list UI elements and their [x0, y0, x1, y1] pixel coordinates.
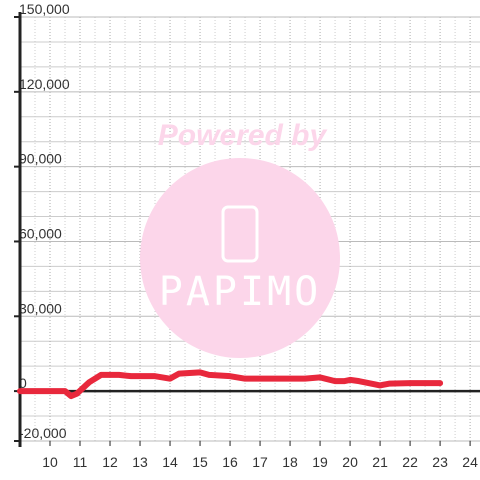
x-tick-label: 13	[132, 454, 148, 470]
watermark: Powered by PAPIMO	[140, 119, 340, 358]
y-tick-label: -20,000	[19, 425, 67, 441]
x-tick-label: 18	[282, 454, 298, 470]
x-tick-label: 16	[222, 454, 238, 470]
x-tick-label: 15	[192, 454, 208, 470]
x-tick-label: 10	[42, 454, 58, 470]
watermark-circle	[140, 158, 340, 358]
x-tick-label: 20	[342, 454, 358, 470]
x-tick-label: 17	[252, 454, 268, 470]
x-tick-label: 21	[372, 454, 388, 470]
y-tick-label: 30,000	[19, 300, 62, 316]
y-tick-label: 150,000	[19, 1, 70, 17]
x-tick-label: 12	[102, 454, 118, 470]
watermark-text: Powered by	[158, 119, 328, 152]
x-tick-label: 19	[312, 454, 328, 470]
x-tick-label: 14	[162, 454, 178, 470]
x-tick-label: 11	[73, 454, 88, 470]
x-tick-label: 23	[432, 454, 448, 470]
y-tick-label: 120,000	[19, 76, 70, 92]
y-tick-label: 90,000	[19, 151, 62, 167]
x-tick-label: 24	[462, 454, 478, 470]
watermark-phone	[221, 205, 259, 263]
y-tick-label: 0	[19, 375, 27, 391]
line-series	[17, 369, 444, 400]
watermark-logo: PAPIMO	[159, 269, 322, 315]
x-tick-label: 22	[402, 454, 418, 470]
y-tick-label: 60,000	[19, 225, 62, 241]
